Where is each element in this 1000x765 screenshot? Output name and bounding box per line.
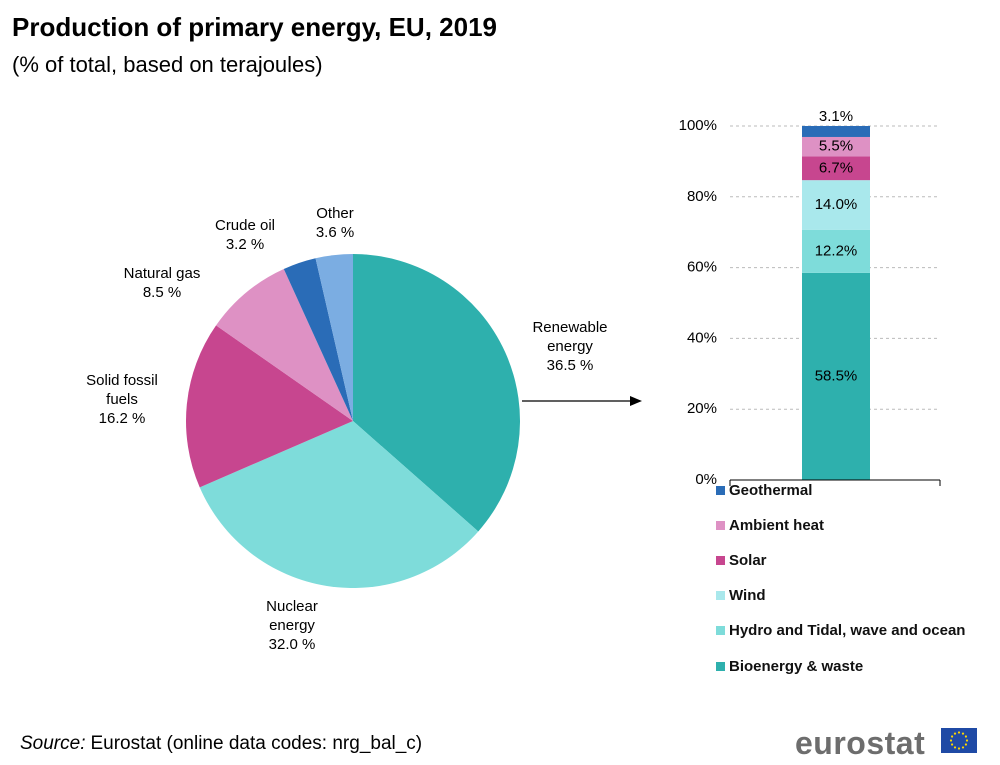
legend-label: Ambient heat: [729, 517, 825, 534]
legend-entry: Bioenergy & waste: [716, 658, 966, 676]
pie-label: Other 3.6 %: [270, 204, 400, 242]
legend-swatch: [716, 556, 725, 565]
legend-label: Geothermal: [729, 482, 813, 499]
logo: eurostat: [795, 725, 926, 761]
y-tick-label: 60%: [687, 259, 717, 276]
bar-value-label: 14.0%: [815, 196, 858, 213]
bar-value-label: 5.5%: [819, 138, 853, 155]
flag-star: [965, 739, 969, 742]
pie-label-value: 3.6 %: [315, 224, 355, 241]
bar-value-label: 58.5%: [815, 367, 858, 384]
legend-swatch: [716, 521, 725, 530]
bar-segment: [802, 180, 870, 230]
pie-label-value: 32.0 %: [268, 636, 316, 653]
pie-label: Renewable energy 36.5 %: [505, 318, 635, 375]
pie-label-value: 36.5 %: [546, 357, 594, 374]
y-tick-label: 40%: [687, 329, 717, 346]
y-tick-label: 100%: [679, 117, 717, 134]
bar-segment: [802, 126, 870, 137]
bar-segment: [802, 136, 870, 157]
bar-segment: [802, 229, 870, 273]
pie-label-name: Natural gas: [123, 265, 201, 282]
pie-label: Natural gas 8.5 %: [97, 264, 227, 302]
flag-star: [953, 746, 957, 749]
pie-slice: [216, 269, 353, 421]
bar-value-label: 6.7%: [819, 159, 853, 176]
source-label: Source:: [20, 733, 86, 754]
pie-slice: [315, 254, 353, 421]
legend-swatch: [716, 591, 725, 600]
legend-entry: Geothermal: [716, 482, 966, 500]
flag-star: [950, 743, 954, 746]
flag-star: [961, 732, 965, 735]
pie-slice: [186, 325, 353, 488]
pie-label-value: 16.2 %: [98, 410, 146, 427]
pie-label-name: Crude oil: [214, 217, 276, 234]
pie-label-name: Renewable energy: [532, 319, 608, 355]
legend-entry: Wind: [716, 587, 966, 605]
bar-segment: [802, 272, 870, 480]
arrow-head: [630, 396, 642, 406]
flag-star: [949, 739, 953, 742]
flag-star: [961, 746, 965, 749]
pie-slice: [283, 258, 353, 421]
bar-value-label: 3.1%: [819, 108, 853, 125]
pie-label-value: 8.5 %: [142, 284, 182, 301]
legend-label: Solar: [729, 552, 767, 569]
pie-label: Solid fossil fuels 16.2 %: [57, 371, 187, 428]
flag-star: [964, 735, 968, 738]
flag-star: [957, 747, 961, 750]
pie-label: Nuclear energy 32.0 %: [227, 597, 357, 654]
y-tick-label: 80%: [687, 188, 717, 205]
pie-label: Crude oil 3.2 %: [180, 216, 310, 254]
bar-segment: [802, 156, 870, 181]
legend-label: Hydro and Tidal, wave and ocean: [729, 622, 966, 639]
legend-label: Bioenergy & waste: [729, 658, 864, 675]
subtitle: (% of total, based on terajoules): [12, 52, 323, 77]
legend-entry: Hydro and Tidal, wave and ocean: [716, 622, 966, 640]
title: Production of primary energy, EU, 2019: [12, 12, 497, 42]
pie-label-value: 3.2 %: [225, 236, 265, 253]
legend-swatch: [716, 662, 725, 671]
pie-slice: [199, 421, 479, 589]
pie-slice: [353, 254, 520, 532]
source: Source: Eurostat (online data codes: nrg_…: [20, 733, 422, 755]
legend-swatch: [716, 626, 725, 635]
flag-star: [953, 732, 957, 735]
pie-label-name: Solid fossil fuels: [86, 372, 158, 408]
bar-value-label: 12.2%: [815, 242, 858, 259]
legend-entry: Ambient heat: [716, 517, 966, 535]
legend-swatch: [716, 486, 725, 495]
y-tick-label: 0%: [695, 471, 717, 488]
source-text: Eurostat (online data codes: nrg_bal_c): [90, 733, 423, 754]
legend-entry: Solar: [716, 552, 966, 570]
flag-star: [964, 743, 968, 746]
flag-star: [957, 731, 961, 734]
legend-label: Wind: [729, 587, 766, 604]
y-tick-label: 20%: [687, 400, 717, 417]
pie-label-name: Nuclear energy: [266, 598, 318, 634]
pie-label-name: Other: [316, 205, 354, 222]
flag-star: [950, 735, 954, 738]
